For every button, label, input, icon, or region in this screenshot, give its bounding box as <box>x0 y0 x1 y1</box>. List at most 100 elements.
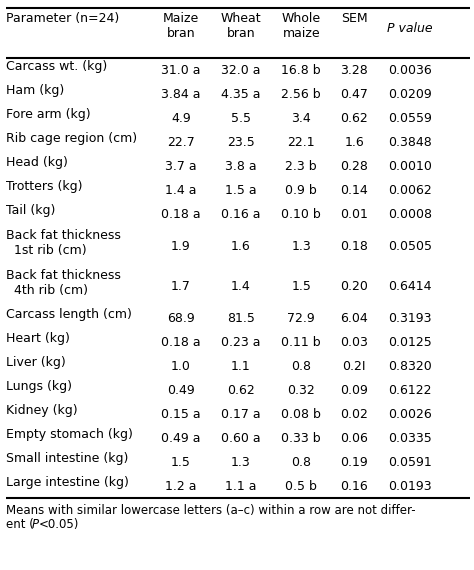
Text: P: P <box>32 518 39 531</box>
Text: 22.7: 22.7 <box>167 136 195 149</box>
Text: 1.7: 1.7 <box>171 279 191 292</box>
Text: Whole
maize: Whole maize <box>282 12 321 40</box>
Text: 1.6: 1.6 <box>231 239 251 253</box>
Text: 1.3: 1.3 <box>292 239 311 253</box>
Text: Carcass length (cm): Carcass length (cm) <box>6 308 132 321</box>
Text: 0.0559: 0.0559 <box>388 112 432 124</box>
Text: 68.9: 68.9 <box>167 311 195 324</box>
Text: 3.28: 3.28 <box>340 63 368 76</box>
Text: 1.1: 1.1 <box>231 360 251 373</box>
Text: 0.18 a: 0.18 a <box>161 207 201 221</box>
Text: 1.2 a: 1.2 a <box>165 479 197 492</box>
Text: 32.0 a: 32.0 a <box>221 63 261 76</box>
Text: 0.16: 0.16 <box>340 479 368 492</box>
Text: 23.5: 23.5 <box>227 136 255 149</box>
Text: 3.4: 3.4 <box>292 112 311 124</box>
Text: 81.5: 81.5 <box>227 311 255 324</box>
Text: 3.7 a: 3.7 a <box>165 160 197 173</box>
Text: 0.20: 0.20 <box>340 279 368 292</box>
Text: 0.19: 0.19 <box>340 455 368 469</box>
Text: 72.9: 72.9 <box>287 311 315 324</box>
Text: 1.5: 1.5 <box>292 279 311 292</box>
Text: Kidney (kg): Kidney (kg) <box>6 404 77 417</box>
Text: 22.1: 22.1 <box>287 136 315 149</box>
Text: 0.09: 0.09 <box>340 384 368 397</box>
Text: 0.49 a: 0.49 a <box>161 431 201 445</box>
Text: 0.02: 0.02 <box>340 408 368 421</box>
Text: 0.0591: 0.0591 <box>388 455 432 469</box>
Text: 0.32: 0.32 <box>287 384 315 397</box>
Text: 0.0193: 0.0193 <box>388 479 432 492</box>
Text: 0.49: 0.49 <box>167 384 195 397</box>
Text: 0.03: 0.03 <box>340 336 368 348</box>
Text: 0.0335: 0.0335 <box>388 431 432 445</box>
Text: 0.15 a: 0.15 a <box>161 408 201 421</box>
Text: Back fat thickness
  1st rib (cm): Back fat thickness 1st rib (cm) <box>6 229 120 257</box>
Text: 0.3848: 0.3848 <box>388 136 432 149</box>
Text: 1.4: 1.4 <box>231 279 251 292</box>
Text: 1.5: 1.5 <box>171 455 191 469</box>
Text: 0.0125: 0.0125 <box>388 336 432 348</box>
Text: 1.9: 1.9 <box>171 239 191 253</box>
Text: 0.3193: 0.3193 <box>388 311 432 324</box>
Text: 0.11 b: 0.11 b <box>282 336 321 348</box>
Text: Means with similar lowercase letters (a–c) within a row are not differ-: Means with similar lowercase letters (a–… <box>6 504 415 517</box>
Text: 5.5: 5.5 <box>231 112 251 124</box>
Text: Wheat
bran: Wheat bran <box>221 12 261 40</box>
Text: Tail (kg): Tail (kg) <box>6 204 55 217</box>
Text: 6.04: 6.04 <box>340 311 368 324</box>
Text: 1.6: 1.6 <box>345 136 364 149</box>
Text: 3.8 a: 3.8 a <box>225 160 257 173</box>
Text: Fore arm (kg): Fore arm (kg) <box>6 108 91 121</box>
Text: 0.0505: 0.0505 <box>388 239 432 253</box>
Text: 2.56 b: 2.56 b <box>282 88 321 100</box>
Text: 0.6414: 0.6414 <box>388 279 432 292</box>
Text: 0.8: 0.8 <box>291 360 311 373</box>
Text: Large intestine (kg): Large intestine (kg) <box>6 476 128 489</box>
Text: Trotters (kg): Trotters (kg) <box>6 180 82 193</box>
Text: P value: P value <box>387 22 433 35</box>
Text: SEM: SEM <box>341 12 368 25</box>
Text: Rib cage region (cm): Rib cage region (cm) <box>6 132 137 145</box>
Text: 0.01: 0.01 <box>340 207 368 221</box>
Text: 0.9 b: 0.9 b <box>285 184 317 197</box>
Text: 0.0036: 0.0036 <box>388 63 432 76</box>
Text: 0.8: 0.8 <box>291 455 311 469</box>
Text: 0.2I: 0.2I <box>343 360 366 373</box>
Text: 0.18 a: 0.18 a <box>161 336 201 348</box>
Text: Empty stomach (kg): Empty stomach (kg) <box>6 428 133 441</box>
Text: 0.08 b: 0.08 b <box>281 408 321 421</box>
Text: ent (: ent ( <box>6 518 34 531</box>
Text: Head (kg): Head (kg) <box>6 156 68 169</box>
Text: 31.0 a: 31.0 a <box>161 63 201 76</box>
Text: 0.33 b: 0.33 b <box>282 431 321 445</box>
Text: Back fat thickness
  4th rib (cm): Back fat thickness 4th rib (cm) <box>6 269 120 297</box>
Text: 0.16 a: 0.16 a <box>221 207 261 221</box>
Text: 0.8320: 0.8320 <box>388 360 432 373</box>
Text: 0.18: 0.18 <box>340 239 368 253</box>
Text: 0.6122: 0.6122 <box>388 384 432 397</box>
Text: 0.0010: 0.0010 <box>388 160 432 173</box>
Text: 0.17 a: 0.17 a <box>221 408 261 421</box>
Text: 3.84 a: 3.84 a <box>161 88 201 100</box>
Text: 0.47: 0.47 <box>340 88 368 100</box>
Text: 0.5 b: 0.5 b <box>285 479 317 492</box>
Text: 0.0062: 0.0062 <box>388 184 432 197</box>
Text: Ham (kg): Ham (kg) <box>6 84 64 97</box>
Text: 0.14: 0.14 <box>340 184 368 197</box>
Text: 0.0209: 0.0209 <box>388 88 432 100</box>
Text: 0.62: 0.62 <box>227 384 255 397</box>
Text: 1.1 a: 1.1 a <box>225 479 257 492</box>
Text: 4.35 a: 4.35 a <box>221 88 261 100</box>
Text: 0.60 a: 0.60 a <box>221 431 261 445</box>
Text: 1.0: 1.0 <box>171 360 191 373</box>
Text: Parameter (n=24): Parameter (n=24) <box>6 12 119 25</box>
Text: Maize
bran: Maize bran <box>163 12 199 40</box>
Text: 0.23 a: 0.23 a <box>221 336 261 348</box>
Text: Small intestine (kg): Small intestine (kg) <box>6 452 128 465</box>
Text: Lungs (kg): Lungs (kg) <box>6 380 72 393</box>
Text: 0.0008: 0.0008 <box>388 207 432 221</box>
Text: 1.5 a: 1.5 a <box>225 184 257 197</box>
Text: 16.8 b: 16.8 b <box>282 63 321 76</box>
Text: 0.28: 0.28 <box>340 160 368 173</box>
